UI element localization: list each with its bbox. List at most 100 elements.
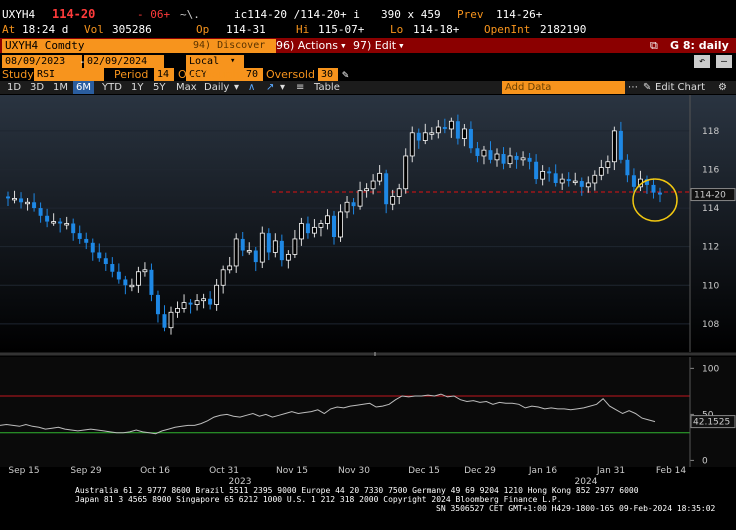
study-select[interactable]: RSI [34, 68, 104, 81]
candle-down [416, 132, 421, 141]
candle-up [520, 157, 526, 161]
overbought-input[interactable]: 70 [243, 68, 263, 81]
last-price-tag: 114-20 [694, 191, 726, 201]
candle-up [292, 238, 298, 255]
currency-chevron-icon[interactable]: ▾ [230, 56, 236, 66]
candle-up [259, 232, 265, 263]
x-tick-label: Dec 15 [408, 466, 440, 476]
last-price: 114-20 [52, 7, 96, 21]
end-date-input[interactable]: 02/09/2024 [84, 55, 164, 68]
price-tick-label: 108 [702, 320, 719, 330]
candle-up [135, 271, 141, 286]
candle-down [658, 192, 662, 195]
candle-up [540, 170, 546, 180]
candle-up [585, 182, 591, 188]
candle-up [142, 269, 148, 273]
study-bar: Study RSI Period 14 Overbought 70 Overso… [0, 68, 736, 82]
price-tick-label: 110 [702, 281, 719, 291]
candle-down [149, 269, 154, 295]
x-tick-label: Sep 15 [8, 466, 39, 476]
range-6m-button[interactable]: 6M [73, 81, 94, 94]
candle-down [110, 264, 115, 272]
period-input[interactable]: 14 [154, 68, 174, 81]
frequency-select[interactable]: Daily [204, 82, 230, 93]
candle-down [45, 215, 50, 222]
quote-header-row1: UXYH4 114-20 - 06+ ~\. ic114-20 /114-20+… [0, 8, 736, 22]
price-candles [6, 114, 662, 335]
candle-down [6, 196, 10, 199]
candle-down [384, 173, 389, 205]
pencil-icon[interactable]: ✎ [342, 68, 349, 81]
candle-up [461, 128, 467, 139]
security-field[interactable]: UXYH4 Comdty [2, 39, 190, 53]
price-tick-label: 118 [702, 127, 719, 137]
candle-up [51, 221, 57, 224]
overflow-icon[interactable]: ⋯ [628, 82, 638, 93]
candle-up [598, 167, 604, 176]
range-ytd-button[interactable]: YTD [102, 82, 122, 93]
candle-up [298, 223, 304, 240]
popout-icon[interactable]: ⧉ [650, 39, 658, 52]
range-1m-button[interactable]: 1M [53, 82, 68, 93]
bar-type-icon[interactable]: ∧ [248, 82, 256, 93]
oversold-input[interactable]: 30 [318, 68, 338, 81]
discover-button[interactable]: 94) Discover [190, 39, 276, 53]
table-button[interactable]: Table [314, 82, 340, 93]
x-tick-label: Feb 14 [656, 466, 687, 476]
candle-down [618, 130, 623, 160]
low-label: Lo [390, 23, 404, 36]
minimize-icon[interactable]: – [716, 55, 732, 68]
edit-chart-button[interactable]: Edit Chart [655, 82, 706, 93]
table-icon[interactable]: ≡ [296, 82, 305, 93]
actions-button[interactable]: 96) Actions [276, 39, 338, 52]
rsi-last-tag-bg [690, 415, 736, 429]
add-data-input[interactable]: Add Data [502, 81, 625, 94]
prev-label: Prev [457, 8, 484, 21]
frequency-chevron-icon[interactable]: ▾ [234, 82, 240, 93]
start-date-input[interactable]: 08/09/2023 [2, 55, 82, 68]
command-toolbar: UXYH4 Comdty 94) Discover 96) Actions ▾ … [0, 38, 736, 53]
currency-select[interactable]: Local CCY [186, 55, 244, 81]
undo-icon[interactable]: ↶ [694, 55, 710, 68]
candle-up [12, 198, 17, 201]
candle-down [527, 157, 532, 162]
candle-down [116, 271, 121, 280]
draw-tool-icon[interactable]: ↗ [266, 82, 275, 93]
candle-down [455, 121, 460, 139]
date-range-bar: 08/09/2023 - 02/09/2024 Local CCY ▾ ↶ – [0, 55, 736, 81]
candle-up [318, 223, 324, 228]
price-axis: 108 110 112 114 116 118 114-20 [689, 95, 736, 352]
openint-value: 2182190 [540, 23, 587, 36]
settings-gear-icon[interactable]: ⚙ [718, 82, 727, 93]
vol-label: Vol [84, 23, 104, 36]
edit-chevron-icon[interactable]: ▾ [398, 39, 405, 52]
candle-up [409, 132, 415, 157]
range-toolbar: 1D 3D 1M 6M YTD 1Y 5Y Max Daily ▾ ∧ ↗ ▾ … [0, 81, 736, 94]
actions-chevron-icon[interactable]: ▾ [340, 39, 347, 52]
candle-down [553, 173, 558, 183]
low-value: 114-18+ [413, 23, 460, 36]
highlight-circle [632, 178, 678, 222]
rsi-series [0, 393, 656, 435]
candle-down [188, 302, 193, 305]
candle-down [38, 208, 43, 216]
edit-chart-icon[interactable]: ✎ [643, 82, 652, 93]
candle-up [435, 126, 441, 134]
candle-down [253, 250, 258, 263]
candle-down [77, 233, 82, 239]
draw-chevron-icon[interactable]: ▾ [280, 82, 286, 93]
bid-ask-size: 390 x 459 [381, 8, 441, 21]
edit-button[interactable]: 97) Edit [353, 39, 397, 52]
x-tick-label: Oct 16 [140, 466, 170, 476]
candle-up [422, 132, 428, 141]
range-5y-button[interactable]: 5Y [153, 82, 166, 93]
candle-down [155, 294, 160, 315]
range-3d-button[interactable]: 3D [30, 82, 45, 93]
range-max-button[interactable]: Max [176, 82, 197, 93]
candle-down [631, 175, 636, 187]
range-1d-button[interactable]: 1D [7, 82, 22, 93]
candle-up [285, 253, 291, 261]
price-change: - 06+ [137, 8, 171, 21]
range-1y-button[interactable]: 1Y [131, 82, 144, 93]
